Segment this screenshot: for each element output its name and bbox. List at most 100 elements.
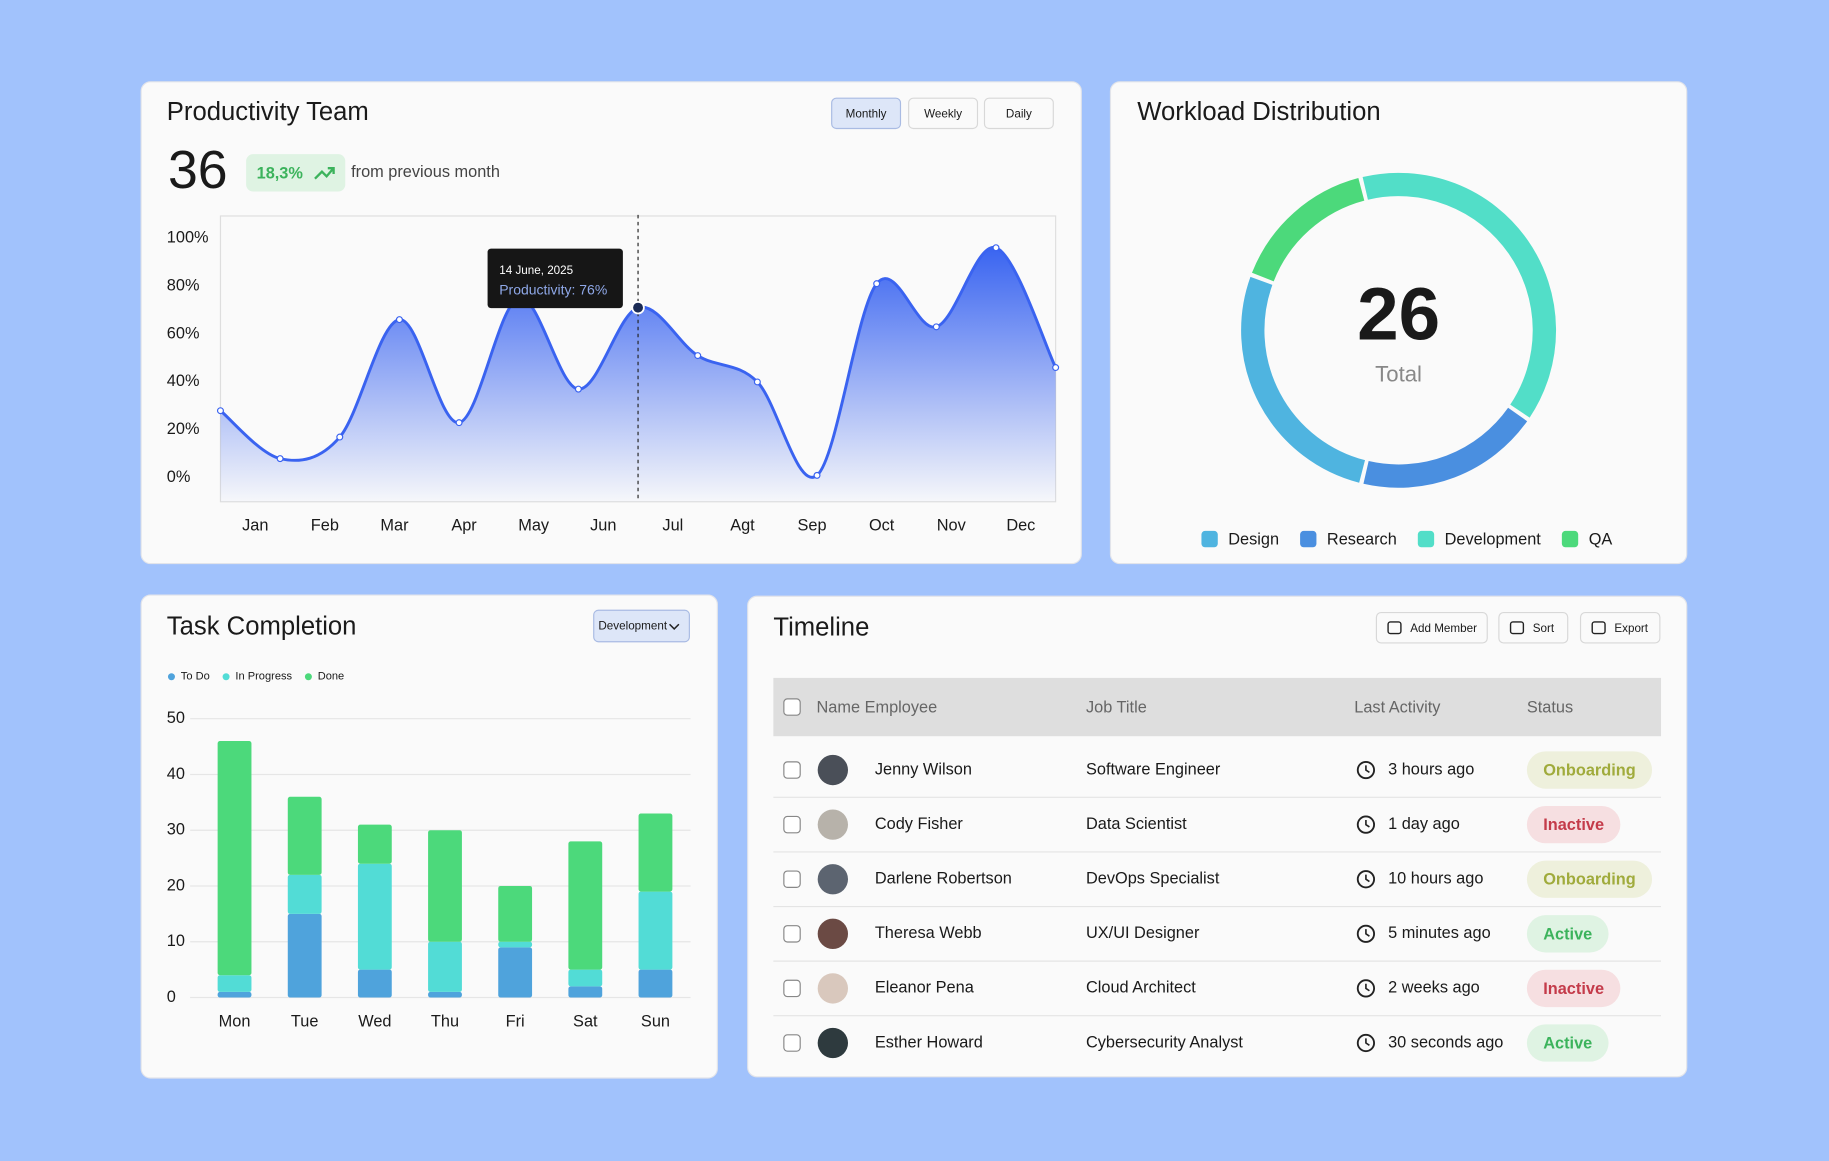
bar-segment bbox=[287, 874, 322, 914]
checkbox[interactable] bbox=[783, 698, 801, 716]
tooltip-date: 14 June, 2025 bbox=[499, 264, 573, 277]
legend-dot bbox=[304, 673, 312, 681]
clock-icon bbox=[1356, 1033, 1376, 1053]
action-button[interactable] bbox=[1579, 611, 1661, 644]
bar-segment bbox=[568, 969, 603, 987]
point bbox=[753, 378, 761, 386]
point bbox=[336, 433, 344, 441]
clock-icon bbox=[1356, 979, 1376, 998]
clock-hands bbox=[1365, 819, 1370, 828]
legend-label: In Progress bbox=[235, 671, 292, 683]
action-button[interactable] bbox=[1375, 611, 1488, 644]
point bbox=[216, 407, 224, 415]
action-label: Export bbox=[1614, 622, 1648, 635]
bar-segment bbox=[498, 947, 533, 998]
bar-segment bbox=[428, 830, 462, 942]
legend-label: Design bbox=[1228, 531, 1279, 549]
legend-swatch bbox=[1561, 530, 1579, 548]
status-label: Onboarding bbox=[1543, 871, 1636, 889]
job-title: Cybersecurity Analyst bbox=[1086, 1033, 1243, 1051]
tooltip-text: Productivity: 76% bbox=[499, 281, 607, 297]
checkbox[interactable] bbox=[783, 1034, 801, 1052]
point bbox=[813, 471, 821, 479]
donut-total: 26 bbox=[1357, 272, 1440, 356]
x-tick-label: Agt bbox=[730, 517, 755, 535]
bar-segment bbox=[357, 969, 392, 998]
button[interactable] bbox=[908, 97, 979, 130]
x-tick-label: Sat bbox=[573, 1012, 598, 1030]
action-icon bbox=[1509, 621, 1525, 635]
status-label: Active bbox=[1543, 1034, 1592, 1052]
y-tick-label: 0 bbox=[167, 988, 176, 1006]
job-title: Data Scientist bbox=[1086, 815, 1187, 833]
bar-segment bbox=[287, 796, 322, 875]
button[interactable] bbox=[983, 97, 1054, 130]
y-tick-label: 30 bbox=[167, 821, 185, 839]
bar-segment bbox=[428, 991, 462, 998]
job-title: Software Engineer bbox=[1086, 760, 1221, 778]
job-title: Cloud Architect bbox=[1086, 979, 1196, 997]
y-tick-label: 20 bbox=[167, 876, 185, 894]
area bbox=[220, 247, 1056, 502]
point bbox=[455, 419, 463, 427]
legend-label: Done bbox=[318, 671, 344, 683]
status-pill bbox=[1526, 805, 1621, 844]
checkbox[interactable] bbox=[783, 815, 801, 834]
employee-name: Esther Howard bbox=[875, 1033, 983, 1051]
x-tick-label: Jun bbox=[590, 517, 616, 535]
checkbox[interactable] bbox=[783, 870, 801, 888]
button[interactable] bbox=[831, 97, 902, 130]
donut-total-label: Total bbox=[1375, 362, 1422, 387]
checkbox[interactable] bbox=[783, 925, 801, 943]
workload-panel bbox=[1109, 81, 1688, 565]
change-badge bbox=[246, 154, 346, 192]
employee-name: Theresa Webb bbox=[875, 924, 982, 942]
dropdown[interactable] bbox=[593, 609, 690, 643]
action-label: Sort bbox=[1533, 622, 1555, 635]
y-tick-label: 20% bbox=[167, 420, 200, 438]
y-tick-label: 40 bbox=[167, 765, 185, 783]
action-icon bbox=[1591, 621, 1606, 635]
avatar bbox=[817, 809, 849, 840]
dropdown-label: Development bbox=[598, 620, 667, 633]
change-note: from previous month bbox=[351, 163, 500, 181]
button-label: Monthly bbox=[846, 108, 887, 121]
status-pill bbox=[1526, 751, 1653, 789]
donut-segment bbox=[1362, 172, 1556, 418]
clock-hands bbox=[1365, 983, 1370, 992]
legend-label: Development bbox=[1445, 531, 1542, 549]
point bbox=[932, 323, 940, 331]
button-label: Daily bbox=[1006, 108, 1032, 121]
last-activity: 30 seconds ago bbox=[1388, 1033, 1503, 1051]
legend-label: QA bbox=[1589, 531, 1613, 549]
last-activity: 3 hours ago bbox=[1388, 760, 1474, 778]
legend-swatch bbox=[1417, 530, 1435, 548]
point bbox=[276, 455, 284, 463]
x-tick-label: Mar bbox=[380, 517, 409, 535]
bar-segment bbox=[357, 863, 392, 970]
bar-segment bbox=[217, 975, 252, 992]
checkbox[interactable] bbox=[783, 979, 801, 998]
bar-segment bbox=[498, 885, 533, 942]
button-label: Weekly bbox=[924, 108, 962, 121]
column-header: Name Employee bbox=[817, 699, 938, 717]
chart-title: Productivity Team bbox=[167, 98, 369, 126]
donut-segment bbox=[1251, 178, 1365, 282]
clock-hands bbox=[1365, 765, 1370, 774]
x-tick-label: Fri bbox=[506, 1012, 525, 1030]
action-button[interactable] bbox=[1498, 611, 1569, 644]
bar-segment bbox=[428, 941, 462, 992]
avatar bbox=[817, 1027, 849, 1059]
checkbox[interactable] bbox=[783, 761, 801, 779]
legend-swatch bbox=[1300, 530, 1317, 548]
status-pill bbox=[1526, 860, 1653, 898]
bar-segment bbox=[638, 813, 673, 892]
x-tick-label: Oct bbox=[869, 517, 895, 535]
trend-icon bbox=[314, 166, 335, 180]
employee-name: Jenny Wilson bbox=[875, 760, 972, 778]
point bbox=[873, 280, 881, 288]
x-tick-label: Jan bbox=[242, 517, 268, 535]
avatar bbox=[817, 973, 849, 1004]
bar-segment bbox=[568, 841, 603, 970]
